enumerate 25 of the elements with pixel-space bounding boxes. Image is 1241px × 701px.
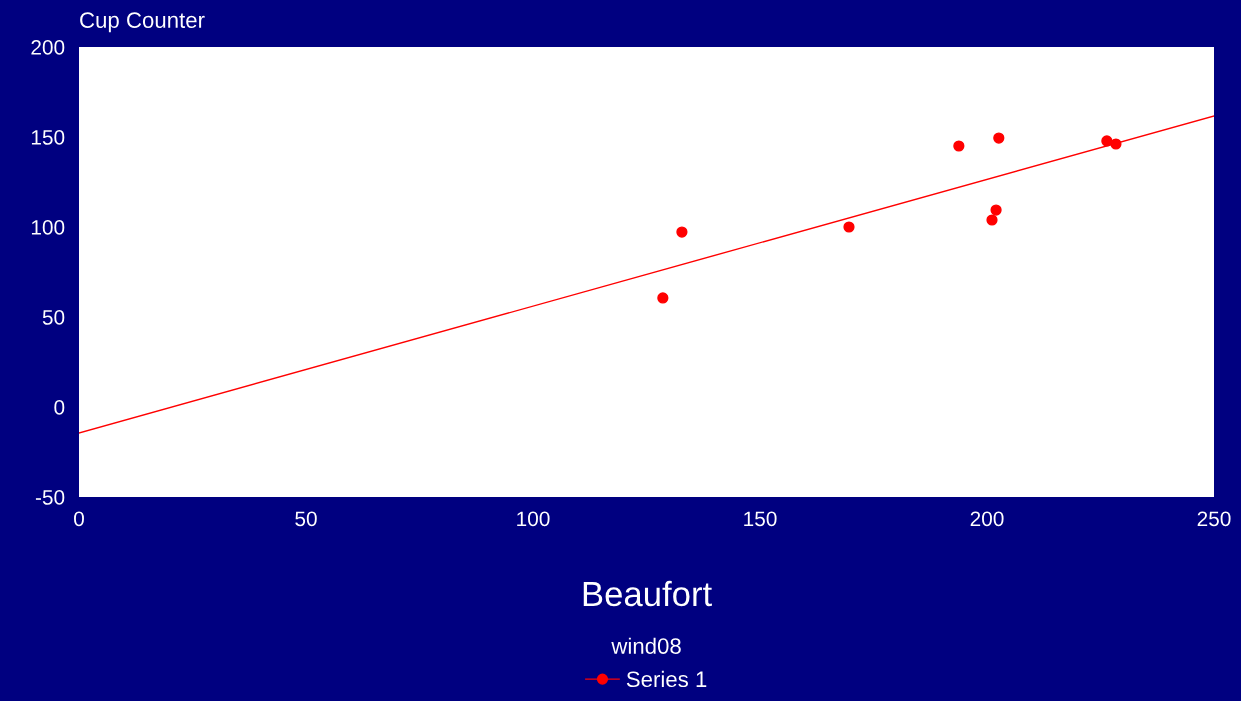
y-tick-label: 0 bbox=[54, 400, 65, 415]
text: wind08 bbox=[611, 637, 681, 654]
y-tick-label: 50 bbox=[42, 310, 65, 325]
x-tick-label: 0 bbox=[74, 511, 84, 527]
x-tick-label: 150 bbox=[744, 511, 777, 527]
x-axis-title: Beaufort bbox=[583, 580, 712, 607]
y-tick-label: 200 bbox=[31, 40, 65, 55]
point bbox=[1110, 138, 1122, 150]
x-tick-label: 250 bbox=[1197, 511, 1231, 527]
y-tick-label: -50 bbox=[35, 490, 65, 505]
point bbox=[657, 292, 669, 304]
y-tick-label: 100 bbox=[31, 220, 65, 235]
point bbox=[986, 214, 998, 226]
point bbox=[1101, 135, 1113, 147]
y-axis-title: Cup Counter bbox=[80, 12, 205, 33]
point bbox=[990, 204, 1002, 216]
x-tick-label: 50 bbox=[295, 511, 317, 527]
point bbox=[993, 132, 1005, 144]
x-tick-label: 200 bbox=[970, 511, 1004, 527]
x-tick-label: 100 bbox=[517, 511, 550, 527]
y-tick-label: 150 bbox=[31, 130, 65, 145]
point bbox=[843, 221, 855, 233]
point bbox=[953, 140, 965, 152]
legend-label: Series 1 bbox=[626, 670, 707, 688]
point bbox=[676, 226, 688, 238]
